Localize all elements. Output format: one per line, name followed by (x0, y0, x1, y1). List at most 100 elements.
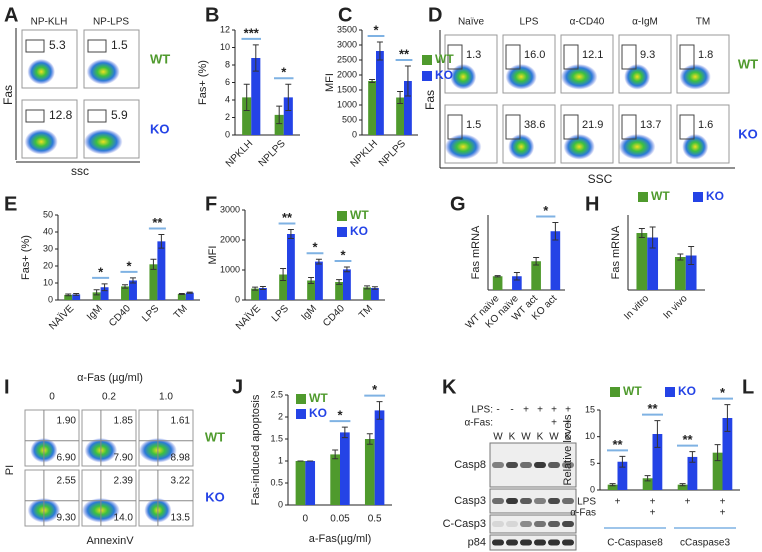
blot-band (548, 498, 560, 504)
blot-band (534, 498, 546, 504)
x-tick-label: TM (357, 303, 375, 321)
legend-label: WT (651, 189, 670, 203)
y-tick-label: 12 (220, 24, 230, 34)
error-bar (65, 293, 72, 297)
error-bar (341, 426, 348, 439)
gate-percent: 5.9 (111, 108, 128, 122)
error-bar (376, 401, 383, 420)
gate-percent: 1.6 (698, 119, 713, 131)
significance: * (337, 408, 343, 423)
error-bar (677, 253, 684, 261)
row-sign: + (720, 497, 726, 508)
y-tick-label: 500 (342, 114, 357, 124)
quadrant-percent: 13.5 (171, 513, 191, 524)
quadrant-percent: 2.39 (114, 476, 134, 487)
error-bar (243, 83, 250, 111)
error-bar (252, 286, 259, 291)
error-bar (688, 246, 695, 265)
bar (642, 478, 653, 490)
gate (87, 109, 107, 123)
blot-band (548, 521, 560, 527)
column-label: α-CD40 (570, 17, 605, 28)
y-tick-label: 1500 (337, 84, 357, 94)
cell-cloud (679, 64, 711, 90)
blot-band (520, 462, 532, 468)
blot-band (506, 498, 518, 504)
y-tick-label: 15 (585, 404, 595, 414)
bar (287, 234, 295, 300)
significance: * (543, 203, 549, 218)
bar (685, 255, 697, 290)
error-bar (101, 283, 108, 292)
legend-swatch (638, 192, 648, 202)
legend-label: WT (435, 52, 454, 66)
treatment-sign: + (523, 405, 529, 416)
bar (100, 287, 109, 300)
group-label: cCaspase3 (680, 538, 730, 549)
x-tick-label: LPS (270, 303, 291, 324)
gate (505, 44, 521, 70)
error-bar (280, 268, 287, 281)
bar (283, 97, 293, 135)
y-tick-label: 20 (43, 260, 53, 270)
legend-label: KO (706, 189, 724, 203)
error-bar (366, 433, 373, 445)
quadrant-percent: 3.22 (171, 476, 191, 487)
row-sign: + (650, 508, 656, 519)
y-axis-label: Fas (423, 90, 437, 110)
y-tick-label: 8 (225, 59, 230, 69)
bar (636, 233, 648, 290)
bar (340, 432, 350, 505)
treatment-sign: - (496, 405, 499, 416)
panel-letter: H (585, 193, 599, 215)
error-bar (369, 79, 376, 83)
bar (364, 439, 375, 505)
significance: ** (152, 215, 163, 230)
blot-strip (489, 514, 577, 534)
error-bar (186, 291, 193, 294)
bar (607, 484, 618, 490)
bar (64, 294, 73, 300)
lane-label: W (549, 432, 559, 443)
bar (492, 276, 503, 290)
group-label: C-Caspase8 (607, 538, 663, 549)
x-tick-label: In vivo (662, 293, 691, 322)
cell-cloud (563, 134, 595, 160)
legend-label: KO (350, 224, 368, 238)
bar (652, 434, 663, 490)
legend-label: KO (678, 384, 696, 398)
blot-band (562, 462, 574, 468)
significance: ** (682, 432, 693, 447)
panel-letter: B (205, 4, 219, 26)
x-axis-label: SSC (588, 172, 613, 186)
y-tick-label: 2000 (220, 234, 240, 244)
gate-percent: 9.3 (640, 49, 655, 61)
panel-letter: A (4, 4, 18, 26)
row-label: α-Fas (570, 508, 596, 519)
error-bar (397, 91, 404, 104)
y-tick-label: 2.5 (270, 389, 283, 399)
treatment-label: α-Fas: (464, 418, 493, 429)
y-tick-label: 10 (220, 42, 230, 52)
bar (129, 280, 137, 300)
gate (679, 114, 695, 140)
gate (621, 44, 637, 70)
blot-band (492, 498, 504, 504)
panel-letter: G (450, 193, 466, 215)
gate-percent: 38.6 (524, 119, 545, 131)
x-tick-label: NPKLH (349, 138, 380, 169)
error-bar (371, 286, 378, 290)
bar (687, 456, 698, 490)
panel-letter: D (428, 4, 442, 26)
legend-swatch (610, 387, 620, 397)
significance: *** (244, 25, 260, 40)
bar (677, 484, 688, 490)
gate (25, 109, 45, 123)
x-axis-label: a-Fas(µg/ml) (309, 533, 372, 545)
cell-cloud (450, 64, 477, 90)
error-bar (285, 83, 292, 111)
quadrant-percent: 9.30 (57, 513, 77, 524)
bar (647, 237, 659, 290)
quadrant-percent: 8.98 (171, 453, 191, 464)
row-sign: + (615, 497, 621, 508)
